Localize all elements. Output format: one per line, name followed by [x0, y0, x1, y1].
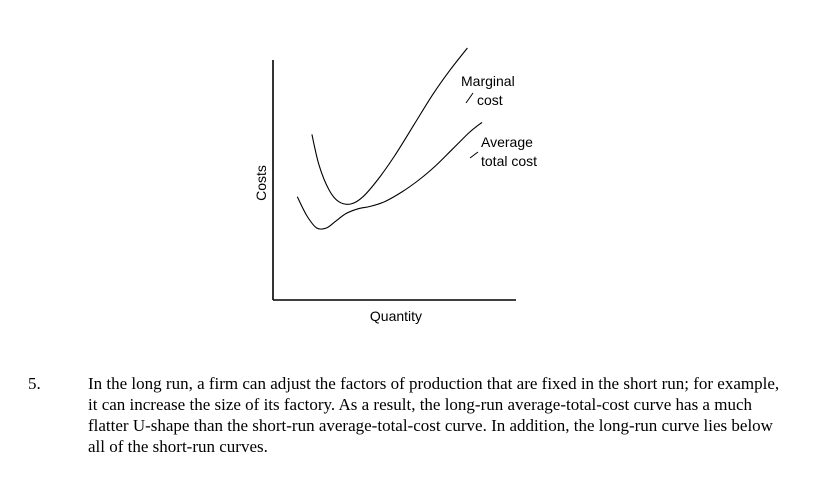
average-total-cost-leader-line	[469, 151, 479, 159]
average-total-cost-label-line: Average	[481, 134, 533, 150]
average-total-cost-curve	[296, 121, 483, 230]
marginal-cost-label: Marginal cost	[461, 73, 515, 108]
marginal-cost-label-line: Marginal	[461, 73, 515, 89]
marginal-cost-label-line: cost	[477, 92, 503, 108]
question-number: 5.	[28, 374, 41, 393]
series-group	[296, 47, 483, 230]
marginal-cost-curve	[311, 47, 468, 205]
cost-curves-figure: Marginal cost Average total cost Quantity C…	[253, 47, 537, 324]
average-total-cost-label: Average total cost	[481, 134, 537, 169]
curve-labels: Marginal cost Average total cost	[461, 73, 537, 169]
marginal-cost-leader-line	[465, 92, 474, 104]
x-axis-label: Quantity	[370, 308, 422, 324]
y-axis-label: Costs	[253, 165, 269, 201]
question-text: In the long run, a firm can adjust the f…	[88, 374, 780, 456]
axes	[272, 60, 516, 301]
average-total-cost-label-line: total cost	[481, 153, 537, 169]
